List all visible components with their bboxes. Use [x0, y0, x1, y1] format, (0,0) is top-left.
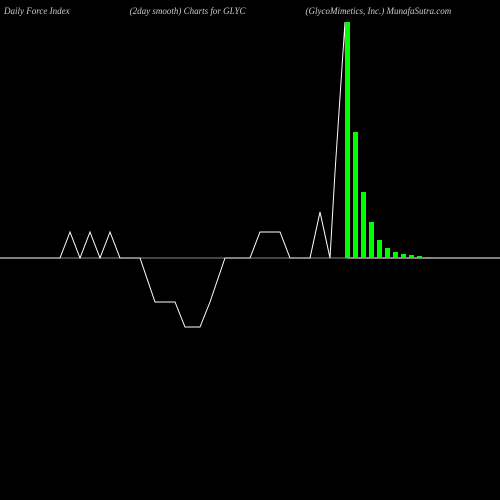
chart-header: Daily Force Index (2day smooth) Charts f…: [0, 6, 500, 22]
header-left: Daily Force Index: [4, 6, 70, 22]
header-right: (GlycoMimetics, Inc.) MunafaSutra.com: [305, 6, 451, 22]
force-index-chart: [0, 22, 500, 500]
header-mid: (2day smooth) Charts for GLYC: [130, 6, 246, 22]
